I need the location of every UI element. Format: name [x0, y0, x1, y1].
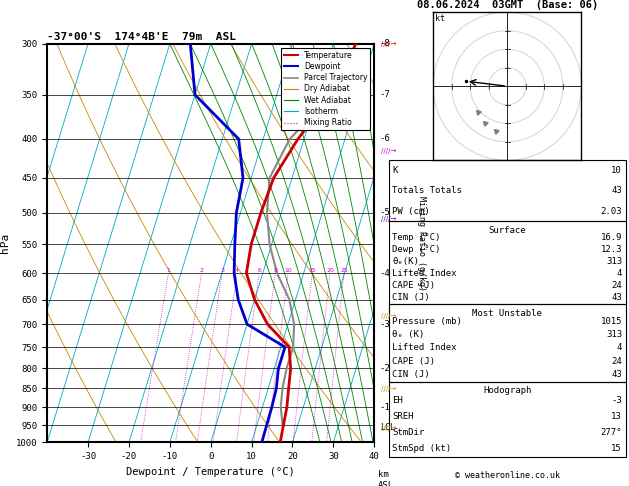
Text: Surface: Surface	[489, 226, 526, 235]
Text: -6: -6	[380, 135, 391, 143]
Text: Mixing Ratio (g/kg): Mixing Ratio (g/kg)	[417, 195, 426, 291]
Text: -2: -2	[380, 364, 391, 373]
Text: Most Unstable: Most Unstable	[472, 309, 542, 318]
Text: SREH: SREH	[392, 412, 414, 421]
Text: CAPE (J): CAPE (J)	[392, 357, 435, 366]
Text: K: K	[392, 166, 398, 175]
Text: ////→: ////→	[381, 216, 396, 222]
Text: 13: 13	[611, 412, 622, 421]
Text: Lifted Index: Lifted Index	[392, 269, 457, 278]
Text: 8: 8	[274, 268, 277, 273]
Text: -8: -8	[380, 39, 391, 48]
Text: CAPE (J): CAPE (J)	[392, 281, 435, 290]
X-axis label: Dewpoint / Temperature (°C): Dewpoint / Temperature (°C)	[126, 467, 295, 477]
Text: 313: 313	[606, 330, 622, 339]
Text: Temp (°C): Temp (°C)	[392, 233, 441, 243]
Text: kt: kt	[435, 14, 445, 23]
Text: 24: 24	[611, 357, 622, 366]
Text: 20: 20	[326, 268, 334, 273]
Text: StmSpd (kt): StmSpd (kt)	[392, 444, 452, 453]
Text: 43: 43	[611, 186, 622, 195]
Text: -5: -5	[380, 208, 391, 217]
Text: 10: 10	[284, 268, 292, 273]
Text: -3: -3	[611, 396, 622, 405]
Text: 16.9: 16.9	[601, 233, 622, 243]
Text: StmDir: StmDir	[392, 428, 425, 437]
Text: -3: -3	[380, 320, 391, 329]
Text: 15: 15	[611, 444, 622, 453]
Text: 43: 43	[611, 370, 622, 379]
Text: 1015: 1015	[601, 317, 622, 326]
Text: 1: 1	[167, 268, 170, 273]
Text: 15: 15	[308, 268, 316, 273]
Text: 2.03: 2.03	[601, 207, 622, 215]
Text: 4: 4	[235, 268, 239, 273]
Text: 08.06.2024  03GMT  (Base: 06): 08.06.2024 03GMT (Base: 06)	[416, 0, 598, 10]
Text: 3: 3	[220, 268, 224, 273]
Text: 6: 6	[257, 268, 261, 273]
Text: 2: 2	[199, 268, 204, 273]
Text: -1: -1	[380, 403, 391, 412]
Text: 313: 313	[606, 257, 622, 266]
Text: θₑ (K): θₑ (K)	[392, 330, 425, 339]
Text: 12.3: 12.3	[601, 245, 622, 254]
Text: ////→: ////→	[381, 425, 396, 431]
Text: Lifted Index: Lifted Index	[392, 344, 457, 352]
Text: 4: 4	[616, 344, 622, 352]
Text: 10: 10	[611, 166, 622, 175]
Text: Dewp (°C): Dewp (°C)	[392, 245, 441, 254]
Text: EH: EH	[392, 396, 403, 405]
Text: 43: 43	[611, 293, 622, 302]
Text: -7: -7	[380, 90, 391, 99]
Text: CIN (J): CIN (J)	[392, 293, 430, 302]
Legend: Temperature, Dewpoint, Parcel Trajectory, Dry Adiabat, Wet Adiabat, Isotherm, Mi: Temperature, Dewpoint, Parcel Trajectory…	[281, 48, 370, 130]
Text: ////→: ////→	[381, 386, 396, 392]
Text: CIN (J): CIN (J)	[392, 370, 430, 379]
Text: 4: 4	[616, 269, 622, 278]
Text: 277°: 277°	[601, 428, 622, 437]
Text: © weatheronline.co.uk: © weatheronline.co.uk	[455, 471, 560, 480]
Text: ////→: ////→	[381, 148, 396, 154]
Text: θₑ(K): θₑ(K)	[392, 257, 420, 266]
Text: 25: 25	[340, 268, 348, 273]
Text: Totals Totals: Totals Totals	[392, 186, 462, 195]
Text: 24: 24	[611, 281, 622, 290]
Y-axis label: hPa: hPa	[1, 233, 11, 253]
Text: Pressure (mb): Pressure (mb)	[392, 317, 462, 326]
Text: ////→: ////→	[381, 41, 396, 47]
Text: PW (cm): PW (cm)	[392, 207, 430, 215]
Text: km
ASL: km ASL	[377, 470, 394, 486]
Text: Hodograph: Hodograph	[483, 386, 532, 396]
Text: -4: -4	[380, 269, 391, 278]
Text: ////→: ////→	[381, 313, 396, 319]
Text: LCL: LCL	[380, 422, 395, 432]
Text: -37°00'S  174°4B'E  79m  ASL: -37°00'S 174°4B'E 79m ASL	[47, 32, 236, 42]
